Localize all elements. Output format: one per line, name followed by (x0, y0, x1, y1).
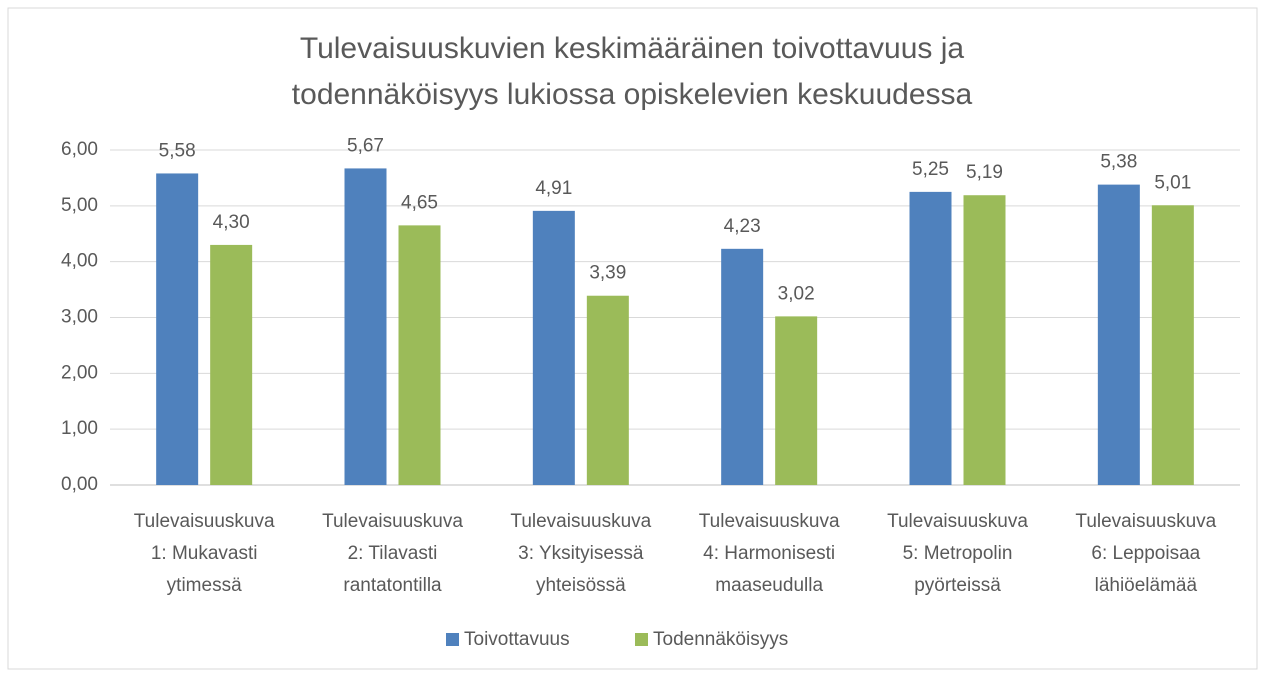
legend-swatch (635, 633, 648, 646)
bar (775, 316, 818, 485)
x-tick-line: 5: Metropolin (903, 543, 1013, 564)
x-tick-line: pyörteissä (914, 575, 1001, 596)
y-tick-label: 6,00 (61, 139, 98, 160)
x-tick-line: Tulevaisuuskuva (510, 511, 651, 532)
bar (1097, 184, 1140, 485)
y-tick-label: 5,00 (61, 195, 98, 216)
chart-title: Tulevaisuuskuvien keskimääräinen toivott… (300, 32, 965, 65)
y-tick-label: 0,00 (61, 474, 98, 495)
y-tick-label: 4,00 (61, 251, 98, 272)
bar (909, 191, 952, 485)
x-tick-line: 2: Tilavasti (348, 543, 438, 564)
data-label: 3,02 (778, 283, 815, 304)
data-label: 3,39 (589, 263, 626, 284)
bar (532, 210, 575, 485)
x-tick-line: yhteisössä (536, 575, 626, 596)
chart-title: todennäköisyys lukiossa opiskelevien kes… (292, 78, 973, 111)
legend-label: Todennäköisyys (653, 629, 788, 650)
data-label: 4,65 (401, 192, 438, 213)
data-label: 4,91 (535, 178, 572, 199)
x-tick-line: 1: Mukavasti (151, 543, 258, 564)
data-label: 5,38 (1100, 152, 1137, 173)
bar (156, 173, 199, 485)
x-tick-line: ytimessä (167, 575, 242, 596)
x-tick-label: Tulevaisuuskuva 3: Yksityisessä yhteisössä (510, 511, 651, 596)
data-label: 5,25 (912, 159, 949, 180)
data-label: 4,23 (724, 216, 761, 237)
y-tick-label: 3,00 (61, 307, 98, 328)
x-tick-line: 6: Leppoisaa (1091, 543, 1200, 564)
x-tick-line: Tulevaisuuskuva (322, 511, 463, 532)
bar (344, 168, 387, 486)
y-tick-label: 1,00 (61, 418, 98, 439)
bar (210, 244, 253, 485)
legend-label: Toivottavuus (464, 629, 570, 650)
data-label: 4,30 (213, 212, 250, 233)
x-tick-line: 4: Harmonisesti (703, 543, 835, 564)
x-tick-line: Tulevaisuuskuva (1075, 511, 1216, 532)
legend-swatch (446, 633, 459, 646)
x-tick-line: lähiöelämää (1095, 575, 1198, 596)
data-label: 5,67 (347, 135, 384, 156)
data-label: 5,01 (1154, 172, 1191, 193)
x-tick-label: Tulevaisuuskuva 4: Harmonisesti maaseudull… (699, 511, 840, 596)
bar (721, 248, 764, 485)
bar (398, 225, 441, 485)
bar (586, 295, 629, 485)
x-tick-line: Tulevaisuuskuva (134, 511, 275, 532)
data-label: 5,19 (966, 162, 1003, 183)
x-tick-line: maaseudulla (715, 575, 823, 596)
data-label: 5,58 (159, 140, 196, 161)
x-tick-line: rantatontilla (343, 575, 442, 596)
bar (1151, 205, 1194, 485)
x-tick-line: Tulevaisuuskuva (887, 511, 1028, 532)
x-tick-line: Tulevaisuuskuva (699, 511, 840, 532)
x-tick-label: Tulevaisuuskuva 1: Mukavasti ytimessä (134, 511, 275, 596)
x-tick-label: Tulevaisuuskuva 2: Tilavasti rantatontilla (322, 511, 463, 596)
x-tick-label: Tulevaisuuskuva 6: Leppoisaa lähiöelämää (1075, 511, 1216, 596)
x-tick-label: Tulevaisuuskuva 5: Metropolin pyörteissä (887, 511, 1028, 596)
y-tick-label: 2,00 (61, 362, 98, 383)
x-tick-line: 3: Yksityisessä (518, 543, 644, 564)
bar (963, 195, 1006, 485)
